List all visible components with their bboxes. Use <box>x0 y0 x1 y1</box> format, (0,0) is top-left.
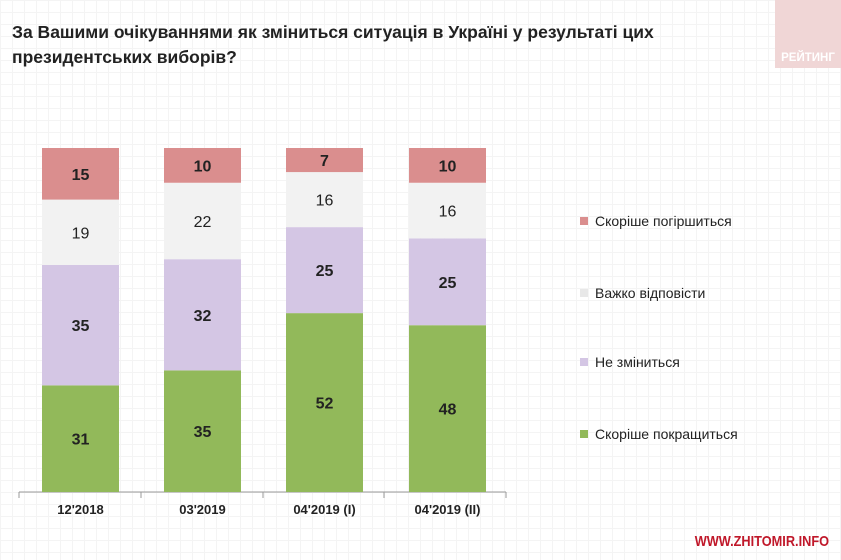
data-label: 25 <box>316 263 334 280</box>
bar-segment <box>164 148 241 183</box>
legend-item: Скоріше погіршиться <box>580 213 732 229</box>
site-watermark: WWW.ZHITOMIR.INFO <box>694 533 829 550</box>
bar-segment <box>42 199 119 265</box>
legend-item: Важко відповісти <box>580 285 705 301</box>
legend-label: Не зміниться <box>595 354 680 370</box>
rating-logo: РЕЙТИНГ <box>775 0 841 68</box>
bar-segment <box>409 148 486 183</box>
data-label: 35 <box>194 424 212 441</box>
data-label: 10 <box>194 158 212 175</box>
bar-segment <box>286 172 363 228</box>
data-label: 32 <box>194 308 212 325</box>
data-label: 16 <box>439 204 457 221</box>
bar-segment <box>409 325 486 492</box>
x-tick-label: 04'2019 (II) <box>415 502 481 517</box>
data-label: 52 <box>316 396 334 413</box>
legend-swatch <box>580 358 588 366</box>
data-label: 10 <box>439 158 457 175</box>
data-label: 35 <box>72 318 90 335</box>
bar-segment <box>164 182 241 260</box>
data-label: 22 <box>194 214 212 231</box>
bar-segment <box>286 227 363 314</box>
data-label: 25 <box>439 275 457 292</box>
x-tick-label: 12'2018 <box>57 502 103 517</box>
legend-swatch <box>580 217 588 225</box>
bar-segment <box>409 238 486 326</box>
legend-item: Скоріше покращиться <box>580 426 738 442</box>
data-label: 19 <box>72 225 90 242</box>
bar-segment <box>42 148 119 200</box>
legend-label: Важко відповісти <box>595 285 706 301</box>
x-tick-label: 04'2019 (I) <box>293 502 355 517</box>
data-label: 15 <box>72 167 90 184</box>
legend-item: Не зміниться <box>580 354 680 370</box>
bar-segment <box>164 259 241 371</box>
bar-segment <box>286 313 363 492</box>
x-tick-label: 03'2019 <box>179 502 225 517</box>
bar-segment <box>42 385 119 492</box>
legend-swatch <box>580 430 588 438</box>
data-label: 7 <box>320 153 329 170</box>
chart-title: За Вашими очікуваннями як зміниться ситу… <box>12 22 654 67</box>
legend-label: Скоріше покращиться <box>595 426 738 442</box>
data-label: 31 <box>72 432 90 449</box>
logo-text: РЕЙТИНГ <box>781 52 835 64</box>
bar-segment <box>164 370 241 492</box>
data-label: 16 <box>316 193 334 210</box>
legend-label: Скоріше погіршиться <box>595 213 732 229</box>
data-label: 48 <box>439 402 457 419</box>
bar-segment <box>409 182 486 239</box>
legend-swatch <box>580 289 588 297</box>
bar-segment <box>286 148 363 173</box>
bar-segment <box>42 264 119 386</box>
